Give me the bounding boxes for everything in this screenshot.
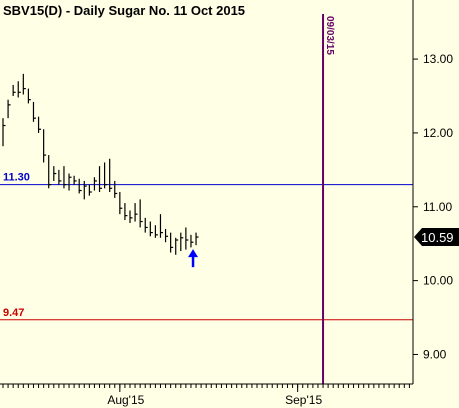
vertical-line-label: 09/03/15 [324, 16, 335, 55]
last-price-tag [414, 228, 459, 247]
y-tick-label: 10.00 [423, 274, 453, 288]
y-tick-label: 13.00 [423, 52, 453, 66]
chart-title: SBV15(D) - Daily Sugar No. 11 Oct 2015 [3, 3, 245, 18]
y-tick-label: 9.00 [423, 347, 447, 361]
x-tick-label: Aug'15 [107, 393, 144, 407]
y-tick-label: 12.00 [423, 126, 453, 140]
up-arrow-icon [188, 249, 199, 258]
x-tick-label: Sep'15 [285, 393, 322, 407]
horizontal-line-label: 9.47 [3, 307, 24, 319]
plot-area [0, 0, 413, 384]
last-price-label: 10.59 [421, 230, 454, 245]
horizontal-line-label: 11.30 [3, 172, 30, 184]
y-tick-label: 11.00 [423, 200, 452, 214]
